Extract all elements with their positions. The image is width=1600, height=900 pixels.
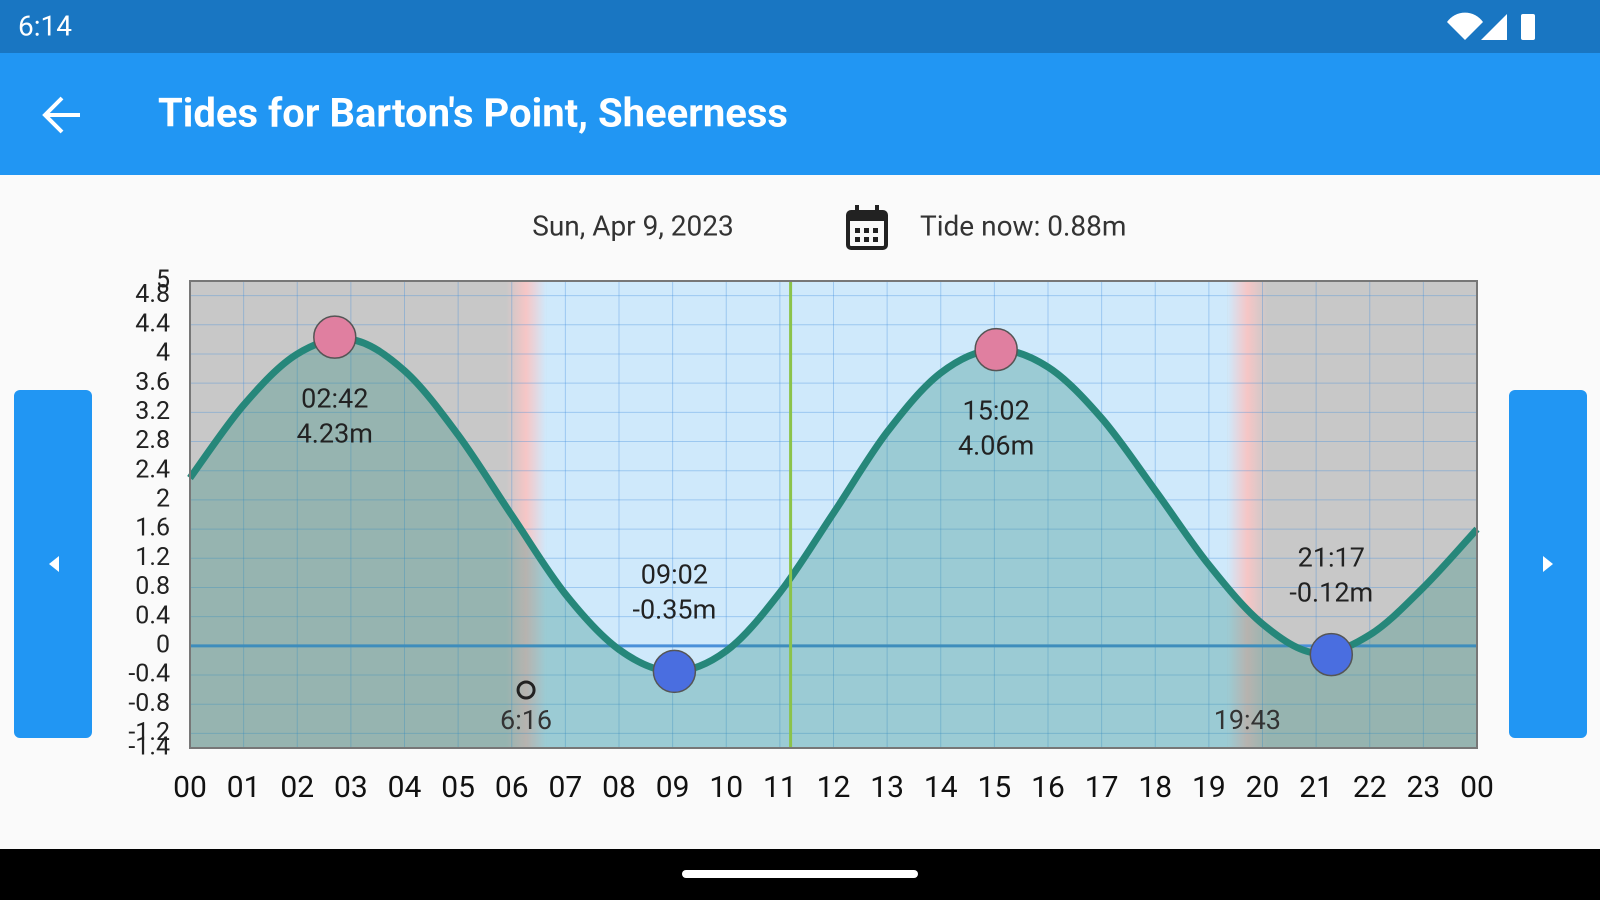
status-bar (0, 0, 1600, 53)
sunrise-icon (516, 680, 536, 700)
plot-border (189, 280, 1478, 749)
next-day-button[interactable] (1509, 390, 1587, 738)
y-tick-label: -0.4 (128, 660, 170, 689)
y-tick-label: 2 (156, 485, 170, 514)
y-tick-label: -1.2 (128, 718, 170, 747)
x-tick-label: 18 (1138, 770, 1172, 805)
extreme-time: 09:02 (641, 559, 708, 591)
extreme-height: -0.12m (1289, 577, 1373, 609)
y-tick-label: 1.6 (135, 514, 170, 543)
x-tick-label: 09 (656, 770, 690, 805)
x-tick-label: 10 (709, 770, 743, 805)
extreme-height: 4.06m (958, 430, 1034, 462)
y-tick-label: 2.8 (135, 426, 170, 455)
x-tick-label: 14 (924, 770, 958, 805)
sunrise-label: 6:16 (500, 704, 552, 736)
x-tick-label: 04 (388, 770, 422, 805)
x-tick-label: 19 (1192, 770, 1226, 805)
y-tick-label: 3.2 (135, 397, 170, 426)
home-handle[interactable] (682, 870, 918, 878)
y-tick-label: 3.6 (135, 368, 170, 397)
y-tick-label: 0.4 (135, 601, 170, 630)
app-bar (0, 53, 1600, 175)
y-tick-label: 5 (156, 266, 170, 295)
dusk-band (1227, 281, 1268, 748)
calendar-icon[interactable] (846, 205, 888, 250)
tide-extreme (313, 315, 357, 359)
status-icons (1447, 12, 1535, 40)
y-tick-label: 4.4 (135, 309, 170, 338)
tide-line (187, 335, 1480, 675)
y-tick-label: -1.4 (128, 733, 170, 762)
x-tick-label: 00 (173, 770, 207, 805)
x-tick-label: 17 (1085, 770, 1119, 805)
x-tick-label: 20 (1246, 770, 1280, 805)
tide-now: Tide now: 0.88m (920, 209, 1126, 242)
x-tick-label: 07 (549, 770, 583, 805)
x-tick-label: 11 (763, 770, 797, 805)
extreme-time: 15:02 (963, 395, 1030, 427)
x-tick-label: 01 (227, 770, 261, 805)
x-tick-label: 03 (334, 770, 368, 805)
x-tick-label: 13 (870, 770, 904, 805)
tide-chart: 00 01 02 03 04 05 06 07 08 09 10 11 12 13 14 15 16 17 18 19… (128, 266, 1493, 805)
x-tick-label: 23 (1407, 770, 1441, 805)
extreme-time: 21:17 (1298, 542, 1365, 574)
y-tick-label: 0.8 (135, 572, 170, 601)
status-time: 6:14 (18, 9, 72, 42)
y-tick-label: -0.8 (128, 689, 170, 718)
date-label[interactable]: Sun, Apr 9, 2023 (532, 209, 734, 242)
y-tick-label: 1.2 (135, 543, 170, 572)
tide-extreme (974, 327, 1018, 372)
extreme-time: 02:42 (301, 382, 368, 414)
x-tick-label: 05 (441, 770, 475, 805)
x-tick-label: 16 (1031, 770, 1065, 805)
app-title: Tides for Barton's Point, Sheerness (158, 90, 788, 137)
x-tick-label: 00 (1460, 770, 1494, 805)
x-tick-label: 15 (978, 770, 1012, 805)
y-tick-label: 2.4 (135, 455, 170, 484)
x-tick-label: 02 (280, 770, 314, 805)
extreme-height: 4.23m (297, 417, 373, 449)
x-tick-label: 22 (1353, 770, 1387, 805)
y-tick-label: 4 (156, 339, 170, 368)
sunset-label: 19:43 (1214, 704, 1281, 736)
back-button[interactable] (42, 96, 80, 134)
tide-extreme (652, 649, 697, 694)
tide-area (190, 338, 1477, 748)
y-tick-label: 0 (156, 630, 170, 659)
y-tick-label: 4.8 (135, 280, 170, 309)
x-tick-label: 08 (602, 770, 636, 805)
x-tick-label: 12 (817, 770, 851, 805)
tide-extreme (1309, 632, 1354, 677)
extreme-height: -0.35m (632, 594, 716, 626)
prev-day-button[interactable] (14, 390, 92, 738)
x-tick-label: 21 (1299, 770, 1333, 805)
x-tick-label: 06 (495, 770, 529, 805)
